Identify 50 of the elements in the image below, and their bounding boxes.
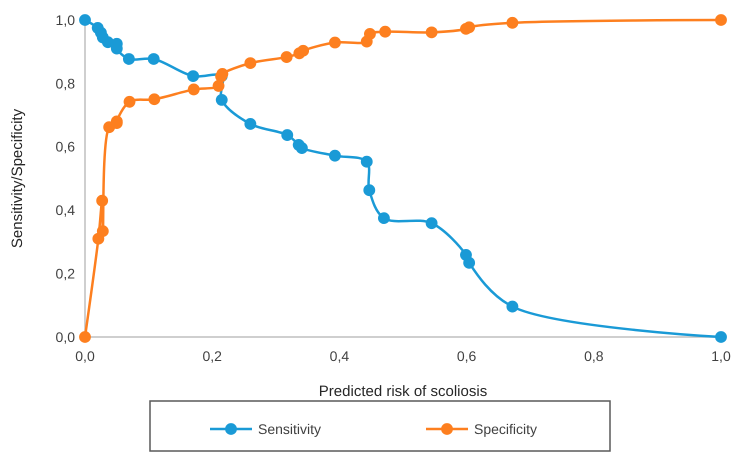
point	[96, 225, 109, 238]
point	[148, 93, 160, 106]
point	[329, 150, 341, 162]
y-tick-label: 0,0	[56, 328, 76, 345]
legend-label: Sensitivity	[258, 420, 322, 437]
point	[363, 184, 376, 196]
point	[297, 44, 310, 57]
point	[281, 129, 294, 141]
point	[187, 70, 200, 82]
point	[96, 194, 108, 207]
y-axis-title: Sensitivity/Specificity	[9, 108, 26, 248]
point	[122, 53, 135, 65]
point	[296, 142, 308, 154]
x-tick-label: 0,4	[330, 348, 350, 364]
point	[379, 26, 392, 38]
point	[188, 84, 200, 96]
point	[360, 156, 373, 168]
x-tick-label: 0,6	[456, 348, 477, 364]
y-tick-label: 0,6	[56, 138, 76, 155]
y-tick-label: 0,2	[56, 266, 76, 282]
point	[244, 118, 256, 130]
x-tick-label: 1,0	[711, 348, 731, 364]
y-tick-label: 0,4	[56, 202, 76, 218]
point	[280, 51, 293, 63]
point	[124, 96, 136, 108]
point	[244, 57, 256, 70]
y-tick-label: 0,8	[56, 75, 76, 92]
point	[329, 36, 341, 48]
point	[426, 26, 438, 38]
point	[378, 212, 390, 224]
point	[79, 331, 91, 343]
x-tick-label: 0,8	[584, 348, 604, 364]
point	[426, 217, 438, 230]
point	[463, 256, 476, 269]
point	[216, 68, 228, 80]
point	[506, 300, 518, 312]
point	[364, 28, 376, 40]
legend-label: Specificity	[474, 420, 538, 437]
point	[216, 94, 228, 106]
point	[79, 14, 91, 26]
point	[715, 331, 727, 343]
point	[715, 14, 727, 26]
point	[506, 16, 518, 29]
x-axis-title: Predicted risk of scoliosis	[318, 383, 488, 400]
point	[212, 80, 224, 92]
y-tick-label: 1,0	[56, 12, 76, 28]
x-tick-label: 0,2	[202, 348, 222, 364]
point	[463, 21, 476, 34]
point	[148, 53, 160, 65]
x-tick-label: 0,0	[75, 348, 95, 364]
